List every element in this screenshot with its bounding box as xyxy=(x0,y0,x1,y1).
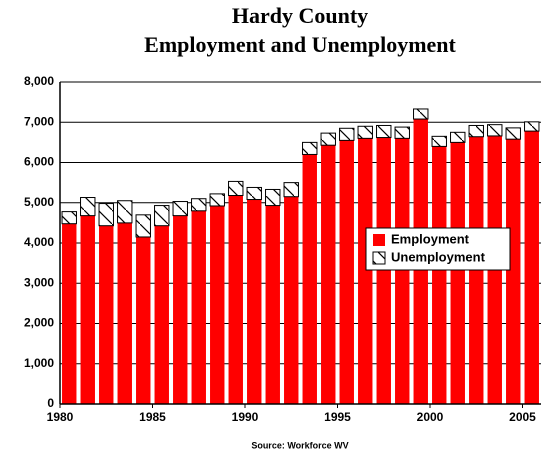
bar-unemployment xyxy=(191,198,207,212)
bar-unemployment xyxy=(487,124,503,137)
legend-swatch xyxy=(373,234,385,246)
bar-unemployment xyxy=(283,182,299,198)
bar-employment xyxy=(358,138,373,404)
bar-employment xyxy=(210,205,225,404)
y-tick-label: 4,000 xyxy=(24,235,54,249)
bar-unemployment xyxy=(431,135,447,147)
bar-unemployment xyxy=(98,203,114,227)
bar-unemployment xyxy=(394,126,410,139)
bar-employment xyxy=(265,205,280,404)
bar-unemployment xyxy=(320,132,336,146)
y-tick-label: 7,000 xyxy=(24,114,54,128)
bar-employment xyxy=(99,225,114,404)
bar-employment xyxy=(506,139,521,404)
legend-label: Unemployment xyxy=(391,249,486,264)
bar-unemployment xyxy=(413,108,429,120)
bar-employment xyxy=(191,210,206,404)
bar-unemployment xyxy=(265,188,281,207)
y-tick-label: 6,000 xyxy=(24,155,54,169)
bar-unemployment xyxy=(61,211,77,225)
bar-employment xyxy=(450,142,465,404)
bar-employment xyxy=(339,140,354,405)
bar-unemployment xyxy=(209,193,225,207)
bar-unemployment xyxy=(117,200,133,224)
bar-unemployment xyxy=(154,205,170,227)
bar-unemployment xyxy=(524,121,540,132)
bar-unemployment xyxy=(135,214,151,238)
chart-title: Employment and Unemployment xyxy=(144,32,456,57)
x-tick-label: 1995 xyxy=(324,410,351,424)
bar-unemployment xyxy=(468,124,484,138)
bar-employment xyxy=(117,222,132,404)
bar-employment xyxy=(136,236,151,404)
bar-unemployment xyxy=(505,127,521,140)
y-tick-label: 5,000 xyxy=(24,195,54,209)
y-tick-label: 0 xyxy=(47,396,54,410)
bar-unemployment xyxy=(80,197,96,217)
y-tick-label: 8,000 xyxy=(24,74,54,88)
x-tick-label: 2000 xyxy=(417,410,444,424)
source: Source: Workforce WV xyxy=(251,440,348,450)
bar-unemployment xyxy=(228,180,244,197)
bar-employment xyxy=(302,154,317,404)
bar-employment xyxy=(524,131,539,405)
bar-employment xyxy=(80,215,95,404)
bar-unemployment xyxy=(246,186,262,201)
bar-employment xyxy=(247,199,262,404)
legend-swatch xyxy=(372,251,386,265)
bar-unemployment xyxy=(172,201,188,217)
bar-employment xyxy=(395,138,410,404)
bar-unemployment xyxy=(302,141,318,155)
legend-box xyxy=(365,227,511,271)
legend-label: Employment xyxy=(391,231,470,246)
bar-employment xyxy=(173,215,188,404)
bar-unemployment xyxy=(376,124,392,139)
x-tick-label: 1985 xyxy=(139,410,166,424)
x-tick-label: 1990 xyxy=(232,410,259,424)
x-tick-label: 1980 xyxy=(47,410,74,424)
bar-employment xyxy=(154,225,169,404)
y-tick-label: 1,000 xyxy=(24,356,54,370)
bar-employment xyxy=(376,137,391,405)
y-tick-label: 3,000 xyxy=(24,275,54,289)
y-tick-label: 2,000 xyxy=(24,316,54,330)
bar-employment xyxy=(321,145,336,404)
bar-unemployment xyxy=(339,127,355,141)
bar-employment xyxy=(228,195,243,404)
bar-employment xyxy=(432,146,447,404)
bar-employment xyxy=(284,196,299,404)
bar-employment xyxy=(62,223,77,404)
bar-unemployment xyxy=(357,125,373,139)
bar-unemployment xyxy=(450,131,466,143)
chart-title: Hardy County xyxy=(232,3,368,28)
x-tick-label: 2005 xyxy=(509,410,536,424)
